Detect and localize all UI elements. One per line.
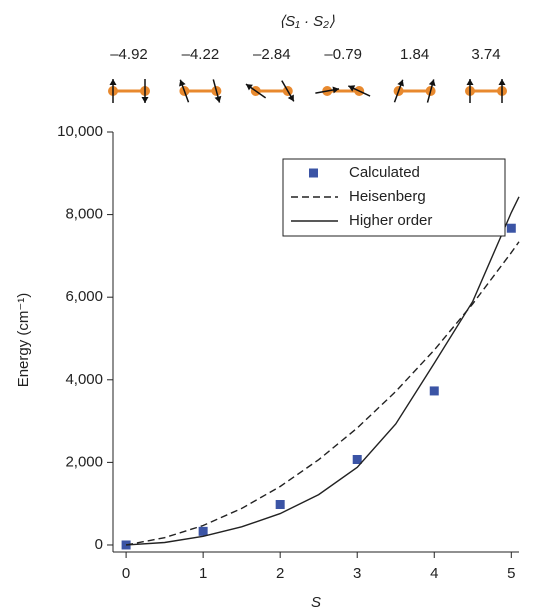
x-tick-label: 3	[353, 565, 361, 582]
plot-area	[121, 196, 520, 550]
spin-arrow-head	[466, 79, 474, 85]
y-tick-label: 2,000	[65, 453, 103, 470]
y-axis-label: Energy (cm⁻¹)	[15, 293, 32, 388]
spin-pair	[465, 79, 507, 103]
spin-arrow-head	[498, 79, 506, 85]
spin-pair	[108, 79, 150, 103]
legend-label: Calculated	[349, 164, 420, 181]
spin-arrow-head	[109, 79, 117, 85]
spin-arrow-head	[287, 94, 294, 102]
spin-pair	[179, 79, 222, 103]
spin-correlation-label: 3.74	[471, 46, 500, 63]
spin-correlation-label: –4.92	[110, 46, 148, 63]
spin-pair	[393, 79, 436, 103]
spin-correlation-label: –4.22	[182, 46, 220, 63]
x-tick-label: 0	[122, 565, 130, 582]
spin-arrow-head	[245, 84, 253, 91]
data-point	[429, 386, 439, 396]
legend-marker	[309, 168, 318, 178]
spin-correlation-label: –0.79	[324, 46, 362, 63]
spin-arrow-head	[428, 79, 436, 87]
spin-arrow-head	[141, 97, 149, 103]
spin-arrow-head	[214, 95, 222, 103]
data-point	[352, 454, 362, 464]
y-tick-label: 0	[95, 536, 103, 553]
spin-correlation-label: –2.84	[253, 46, 291, 63]
data-point	[121, 540, 131, 550]
top-axis-label: ⟨S₁ · S₂⟩	[279, 13, 335, 30]
spin-arrow-head	[397, 79, 404, 87]
line-series	[126, 196, 520, 546]
legend-label: Heisenberg	[349, 188, 426, 205]
spin-arrow-head	[179, 79, 186, 87]
y-tick-label: 6,000	[65, 288, 103, 305]
legend: Calculated Heisenberg Higher order	[282, 158, 506, 237]
x-tick-label: 5	[507, 565, 515, 582]
x-axis-label: S	[311, 594, 321, 611]
spin-pair	[245, 80, 295, 102]
legend-label: Higher order	[349, 212, 432, 229]
spin-correlation-label: 1.84	[400, 46, 429, 63]
x-tick-label: 2	[276, 565, 284, 582]
spin-pair	[315, 85, 371, 97]
data-point	[198, 526, 208, 536]
x-tick-label: 4	[430, 565, 438, 582]
y-tick-label: 10,000	[57, 123, 103, 140]
y-tick-label: 4,000	[65, 371, 103, 388]
spin-arrow-head	[332, 86, 340, 94]
data-point	[275, 500, 285, 510]
spin-arrow-head	[348, 85, 356, 92]
data-point	[506, 223, 516, 233]
line-series	[125, 241, 520, 546]
y-tick-label: 8,000	[65, 206, 103, 223]
x-tick-label: 1	[199, 565, 207, 582]
